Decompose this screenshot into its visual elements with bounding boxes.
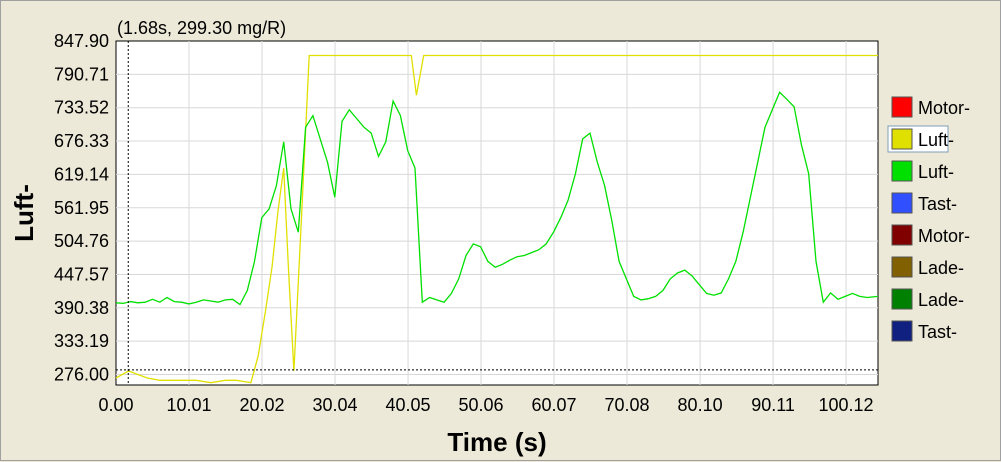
legend-swatch [891, 320, 913, 342]
legend-label: Tast- [918, 194, 957, 214]
legend-item[interactable]: Tast- [891, 192, 957, 214]
legend-swatch [891, 288, 913, 310]
x-axis-ticks: 0.00 10.01 20.02 30.04 40.05 50.06 60.07 70.08 8… [98, 395, 873, 415]
x-tick-label: 70.08 [604, 395, 649, 415]
y-tick-label: 276.00 [54, 365, 109, 385]
legend-item[interactable]: Motor- [891, 96, 970, 118]
y-tick-label: 504.76 [54, 231, 109, 251]
legend-item[interactable]: Lade- [891, 288, 964, 310]
x-tick-label: 30.04 [313, 395, 358, 415]
y-tick-label: 619.14 [54, 164, 109, 184]
legend-label: Lade- [918, 290, 964, 310]
x-tick-label: 50.06 [459, 395, 504, 415]
legend-label: Tast- [918, 322, 957, 342]
legend-label: Luft- [918, 162, 954, 182]
legend-swatch [891, 160, 913, 182]
x-tick-label: 10.01 [166, 395, 211, 415]
legend-item[interactable]: Lade- [891, 256, 964, 278]
legend-swatch [891, 224, 913, 246]
x-tick-label: 80.10 [678, 395, 723, 415]
y-tick-label: 447.57 [54, 264, 109, 284]
y-tick-label: 390.38 [54, 298, 109, 318]
legend-swatch [891, 96, 913, 118]
y-tick-label: 847.90 [54, 31, 109, 51]
x-axis-title: Time (s) [447, 427, 546, 457]
legend-swatch [891, 256, 913, 278]
legend: Motor- Luft- Luft- Tast- Motor- Lade- Lade- Tas… [887, 96, 970, 342]
legend-swatch [891, 192, 913, 214]
y-tick-label: 333.19 [54, 331, 109, 351]
legend-item[interactable]: Luft- [887, 125, 954, 153]
legend-item[interactable]: Motor- [891, 224, 970, 246]
gridlines [116, 41, 878, 385]
x-tick-label: 0.00 [98, 395, 133, 415]
legend-label: Motor- [918, 226, 970, 246]
x-tick-label: 40.05 [386, 395, 431, 415]
legend-item[interactable]: Luft- [891, 160, 954, 182]
y-axis-title: Luft- [9, 184, 39, 242]
y-tick-label: 790.71 [54, 64, 109, 84]
legend-swatch [891, 128, 913, 150]
series-line-2 [115, 91, 879, 306]
cursor-layer: (1.68s, 299.30 mg/R) [116, 18, 878, 385]
legend-item[interactable]: Tast- [891, 320, 957, 342]
series-layer [115, 54, 879, 384]
x-tick-label: 60.07 [531, 395, 576, 415]
series-line-1 [115, 54, 878, 384]
plot-area[interactable] [115, 40, 879, 386]
legend-label: Lade- [918, 258, 964, 278]
legend-label: Motor- [918, 98, 970, 118]
x-tick-label: 20.02 [239, 395, 284, 415]
x-tick-label: 100.12 [819, 395, 874, 415]
y-tick-label: 676.33 [54, 131, 109, 151]
legend-label: Luft- [918, 130, 954, 150]
y-axis-ticks: 847.90 790.71 733.52 676.33 619.14 561.95 504.… [54, 31, 109, 385]
y-tick-label: 561.95 [54, 198, 109, 218]
y-tick-label: 733.52 [54, 98, 109, 118]
x-tick-label: 90.11 [751, 395, 795, 415]
cursor-readout: (1.68s, 299.30 mg/R) [117, 18, 286, 38]
